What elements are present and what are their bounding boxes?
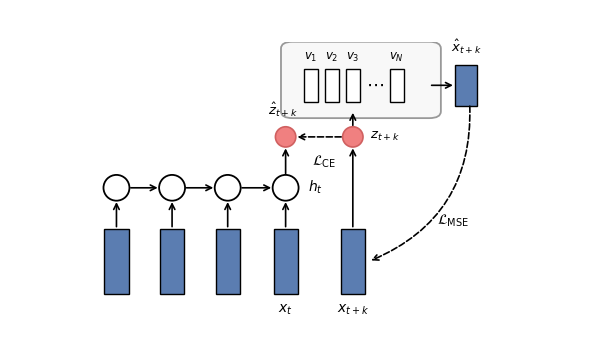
Text: $\mathcal{L}_{\mathrm{CE}}$: $\mathcal{L}_{\mathrm{CE}}$ [312,153,336,170]
Text: $v_1$: $v_1$ [304,50,318,64]
Text: $v_3$: $v_3$ [346,50,359,64]
Bar [390,69,404,102]
Text: $\cdots$: $\cdots$ [366,76,384,94]
Bar [346,69,360,102]
Text: $x_{t+k}$: $x_{t+k}$ [337,303,369,317]
Text: $z_{t+k}$: $z_{t+k}$ [370,130,399,143]
Bar [160,229,184,294]
FancyArrowPatch shape [373,106,470,260]
FancyBboxPatch shape [281,42,441,118]
Text: $h_t$: $h_t$ [308,179,323,197]
Text: $v_2$: $v_2$ [325,50,338,64]
Ellipse shape [159,175,185,201]
Bar [304,69,318,102]
Text: $\hat{z}_{t+k}$: $\hat{z}_{t+k}$ [269,101,298,119]
Text: $v_N$: $v_N$ [389,50,404,64]
Ellipse shape [103,175,129,201]
Text: $\hat{x}_{t+k}$: $\hat{x}_{t+k}$ [451,38,482,56]
Bar [325,69,339,102]
Text: $x_t$: $x_t$ [278,303,293,317]
Text: $\mathcal{L}_{\mathrm{MSE}}$: $\mathcal{L}_{\mathrm{MSE}}$ [437,213,468,229]
Bar [216,229,240,294]
Ellipse shape [273,175,298,201]
Ellipse shape [343,127,363,147]
Bar [341,229,365,294]
Ellipse shape [276,127,296,147]
Bar [105,229,129,294]
Bar [273,229,298,294]
Bar [455,64,477,106]
Ellipse shape [215,175,240,201]
